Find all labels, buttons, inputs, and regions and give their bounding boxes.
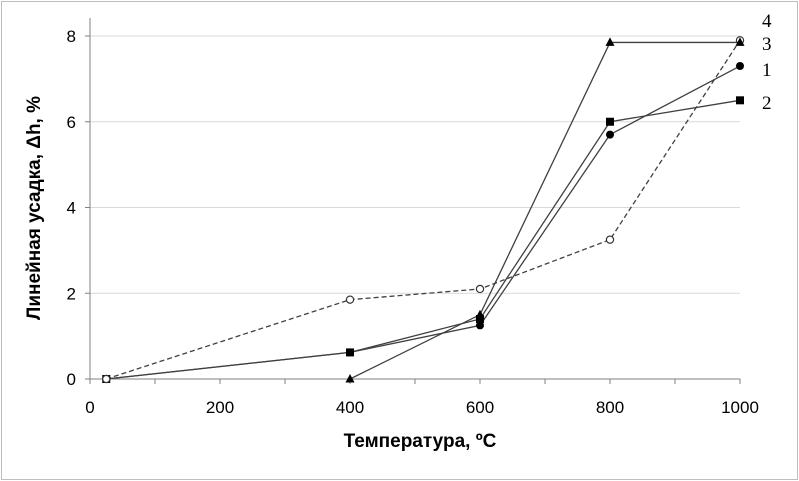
- series-4-point: [605, 37, 615, 46]
- x-tick-label: 600: [466, 398, 494, 417]
- y-tick-label: 4: [67, 199, 76, 218]
- series-3-point: [345, 295, 355, 304]
- series-4-point: [345, 374, 355, 383]
- series-lines: [106, 39, 741, 380]
- series-2-point: [476, 314, 484, 323]
- tick-labels: 0 2 4 6 8 0 200 400 600 800 1000: [67, 27, 759, 417]
- series-3-point: [605, 235, 615, 244]
- y-tick-label: 2: [67, 284, 76, 303]
- x-tick-label: 400: [336, 398, 364, 417]
- series-3-line: [106, 39, 741, 380]
- series-2-point: [346, 348, 354, 357]
- series-1-point: [736, 62, 744, 71]
- series-markers: [102, 36, 745, 384]
- series-2-label: 2: [762, 93, 772, 114]
- series-3-label: 3: [762, 34, 772, 55]
- axes: [85, 18, 741, 384]
- y-axis-title: Линейная усадка, Δh, %: [24, 96, 45, 320]
- series-labels: 1 2 34: [762, 11, 772, 114]
- x-axis-title: Температура, ºС: [344, 431, 497, 452]
- gridlines: [90, 35, 740, 294]
- x-tick-label: 200: [206, 398, 234, 417]
- series-3-point: [102, 374, 111, 384]
- series-4-line: [349, 41, 740, 380]
- series-1-line: [106, 65, 741, 380]
- y-tick-label: 0: [67, 370, 76, 389]
- series-4-label: 4: [762, 11, 772, 32]
- series-1-label: 1: [762, 60, 772, 81]
- series-4-point: [735, 37, 745, 46]
- series-2-point: [736, 96, 744, 105]
- series-4-point: [475, 309, 485, 319]
- series-3-point: [475, 284, 485, 294]
- x-tick-label: 800: [596, 398, 624, 417]
- y-tick-label: 6: [67, 113, 76, 132]
- y-tick-label: 8: [67, 27, 76, 46]
- x-tick-label: 0: [85, 398, 94, 417]
- series-2-point: [606, 117, 614, 126]
- series-1-point: [476, 321, 484, 330]
- series-1-point: [606, 130, 614, 139]
- x-tick-label: 1000: [721, 398, 759, 417]
